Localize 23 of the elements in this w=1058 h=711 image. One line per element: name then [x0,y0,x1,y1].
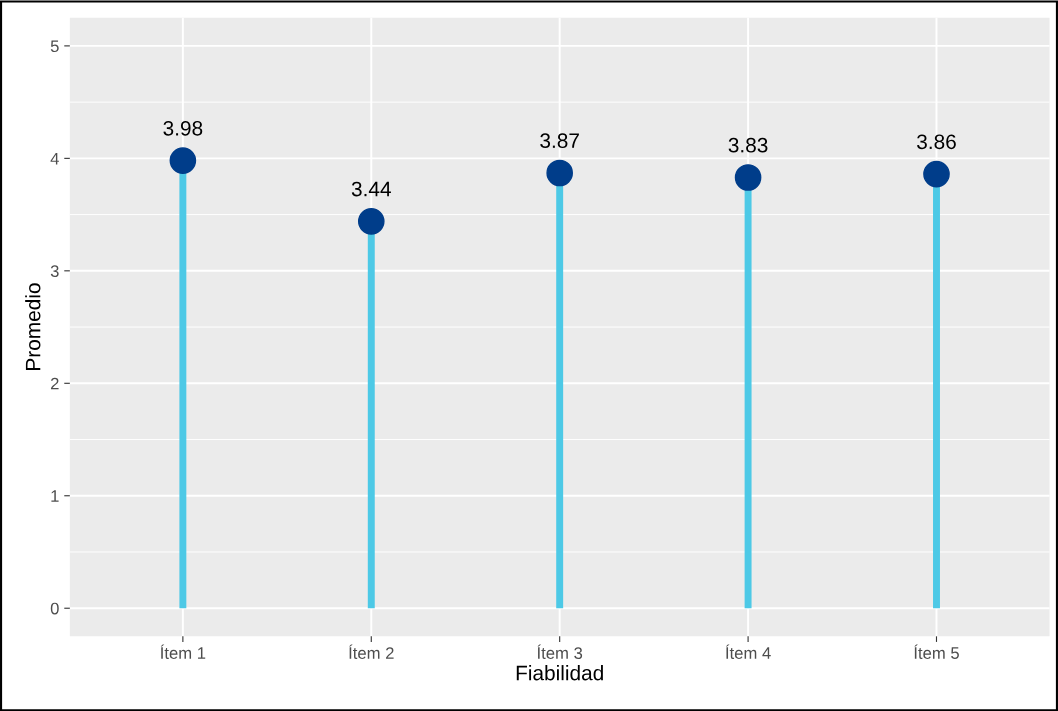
data-label: 3.86 [917,134,956,150]
data-label: 3.83 [728,137,768,153]
x-axis-title: Fiabilidad [516,665,603,681]
point [734,164,762,191]
point [546,159,573,187]
y-tick-label: 5 [50,40,59,53]
point [169,147,197,174]
y-tick-label: 0 [50,602,59,615]
y-tick-label: 1 [51,490,59,502]
data-label: 3.98 [163,120,203,136]
x-tick-label: Ítem 2 [349,644,394,659]
x-tick-label: Ítem 4 [726,644,771,659]
point [923,160,950,188]
x-tick-label: Ítem 5 [914,644,959,659]
x-tick-label: Ítem 3 [537,644,583,659]
y-axis-title: Promedio [25,283,41,370]
x-tick-label: Ítem 1 [160,644,206,659]
data-label: 3.44 [351,181,391,197]
data-label: 3.87 [540,133,579,149]
y-tick-label: 4 [50,152,59,165]
y-tick-label: 3 [50,265,59,278]
y-tick-label: 2 [50,377,59,390]
point [357,208,385,235]
